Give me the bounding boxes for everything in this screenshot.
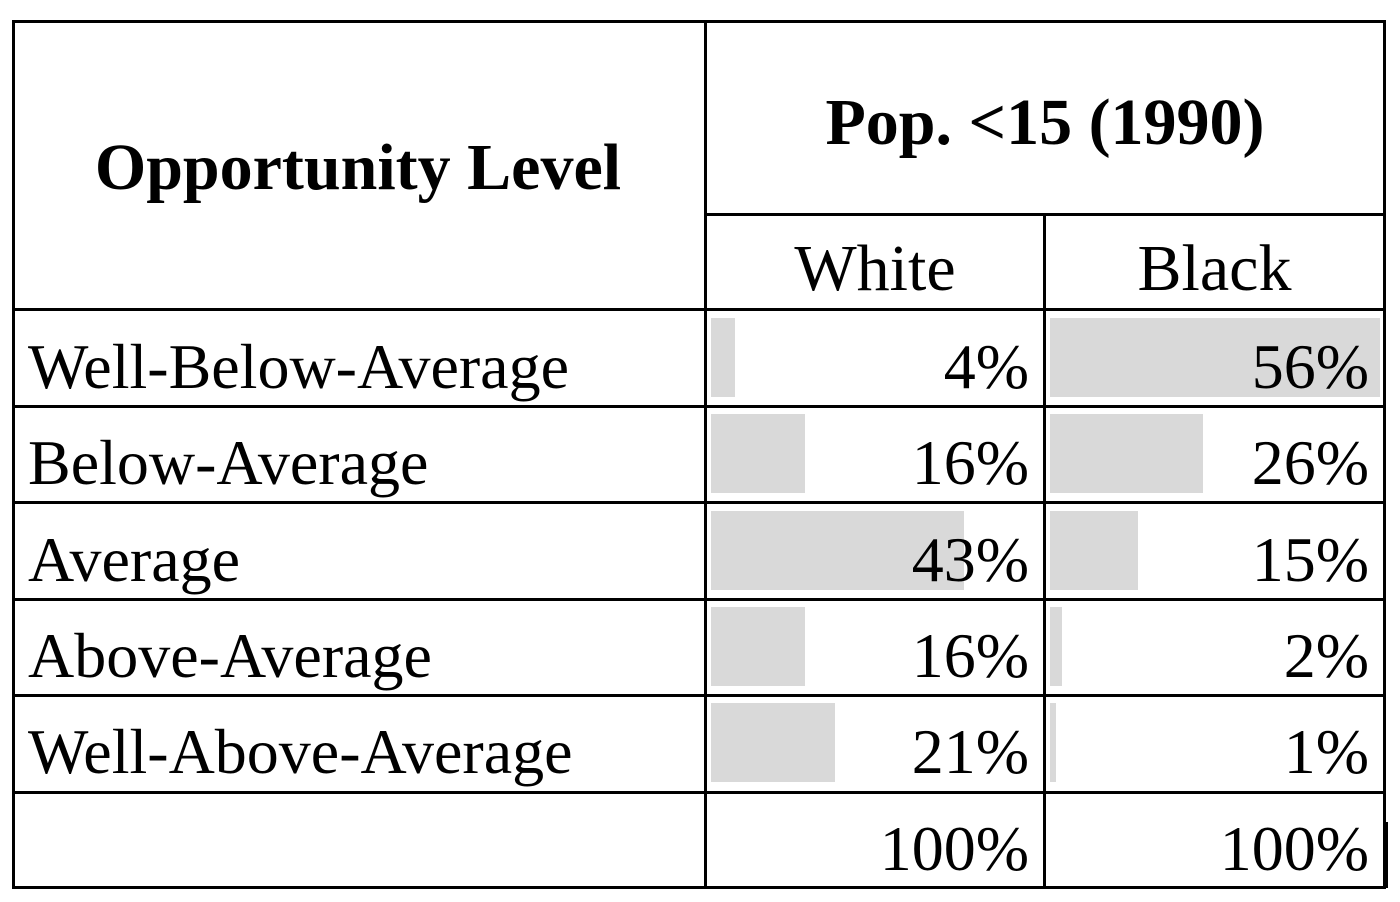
row-label-above-average: Above-Average <box>28 620 432 691</box>
value-black-above-average: 2% <box>1283 620 1369 691</box>
total-black: 100% <box>1219 813 1369 884</box>
bar-white-well-above-average <box>711 703 835 782</box>
column-divider-label <box>704 20 707 889</box>
row-rule-5 <box>12 694 1386 697</box>
value-white-below-average: 16% <box>911 427 1029 498</box>
value-white-well-above-average: 21% <box>911 716 1029 787</box>
row-label-well-above-average: Well-Above-Average <box>28 716 573 787</box>
bar-black-average <box>1050 511 1138 590</box>
column-divider-white-black <box>1043 213 1046 889</box>
bar-black-well-above-average <box>1050 703 1056 782</box>
row-rule-4 <box>12 598 1386 601</box>
table-border-right <box>1383 20 1386 889</box>
row-label-average: Average <box>28 524 240 595</box>
table-border-top <box>12 20 1386 23</box>
value-black-below-average: 26% <box>1251 427 1369 498</box>
bar-white-average <box>711 511 964 590</box>
table-border-bottom <box>12 886 1386 889</box>
bar-white-above-average <box>711 607 805 686</box>
bar-black-well-below-average <box>1050 318 1380 397</box>
header-subrule <box>704 213 1386 216</box>
value-black-well-above-average: 1% <box>1283 716 1369 787</box>
total-white: 100% <box>879 813 1029 884</box>
bar-black-below-average <box>1050 414 1203 493</box>
row-label-well-below-average: Well-Below-Average <box>28 331 569 402</box>
row-rule-1 <box>12 308 1386 311</box>
row-label-header: Opportunity Level <box>94 131 622 204</box>
table-border-left <box>12 20 15 889</box>
value-white-average: 43% <box>911 524 1029 595</box>
bar-black-above-average <box>1050 607 1062 686</box>
edge-artifact-line <box>1385 822 1388 888</box>
group-header: Pop. <15 (1990) <box>825 86 1265 159</box>
bar-white-well-below-average <box>711 318 735 397</box>
value-white-well-below-average: 4% <box>943 331 1029 402</box>
row-rule-2 <box>12 405 1386 408</box>
row-rule-6 <box>12 791 1386 794</box>
value-black-well-below-average: 56% <box>1251 331 1369 402</box>
bar-white-below-average <box>711 414 805 493</box>
value-black-average: 15% <box>1251 524 1369 595</box>
row-rule-3 <box>12 501 1386 504</box>
row-label-below-average: Below-Average <box>28 427 429 498</box>
value-white-above-average: 16% <box>911 620 1029 691</box>
column-header-black: Black <box>1137 232 1292 305</box>
column-header-white: White <box>794 232 956 305</box>
